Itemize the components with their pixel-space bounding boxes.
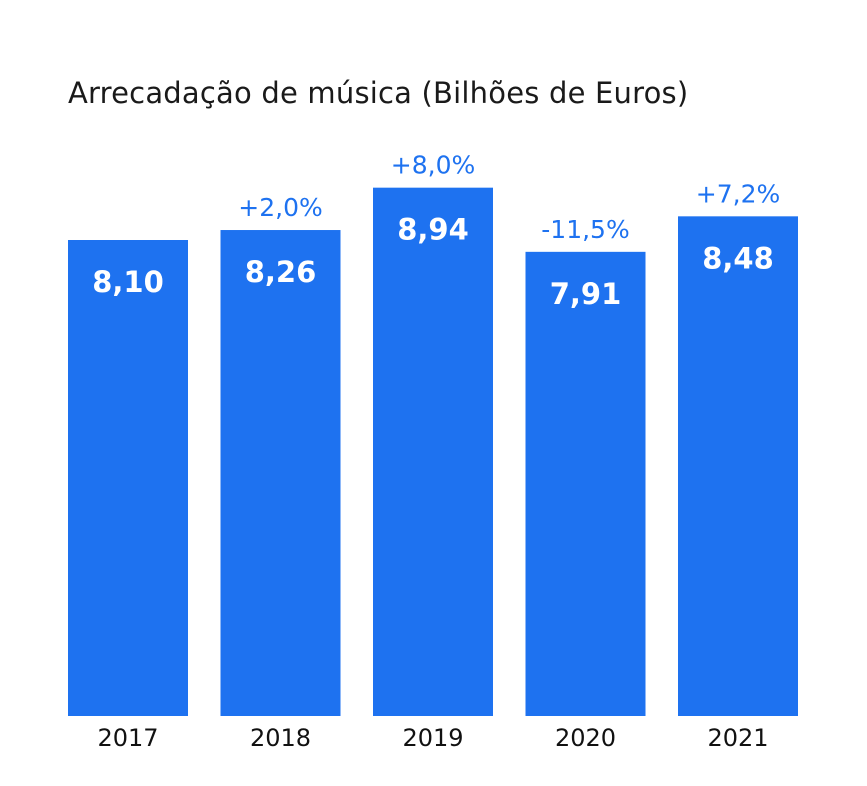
bar-2019 xyxy=(373,187,493,717)
x-tick-label-2019: 2019 xyxy=(402,724,463,752)
bar-2021 xyxy=(678,216,798,717)
change-label-2019: +8,0% xyxy=(391,151,475,180)
x-tick-label-2017: 2017 xyxy=(97,724,158,752)
change-label-2018: +2,0% xyxy=(238,193,322,222)
bars-group xyxy=(68,187,798,717)
bar-2017 xyxy=(68,240,188,716)
change-label-2020: -11,5% xyxy=(541,215,629,244)
value-labels-group: 8,10 8,26 8,94 7,91 8,48 xyxy=(92,213,774,311)
value-label-2019: 8,94 xyxy=(397,213,469,247)
value-label-2017: 8,10 xyxy=(92,265,164,299)
value-label-2020: 7,91 xyxy=(550,277,622,311)
bar-2018 xyxy=(220,230,341,717)
x-tick-label-2020: 2020 xyxy=(555,724,616,752)
year-labels-group: 2017 2018 2019 2020 2021 xyxy=(97,724,768,752)
value-label-2018: 8,26 xyxy=(245,255,317,289)
bar-2020 xyxy=(525,251,646,716)
value-label-2021: 8,48 xyxy=(702,241,774,275)
x-tick-label-2018: 2018 xyxy=(250,724,311,752)
change-labels-group: +2,0% +8,0% -11,5% +7,2% xyxy=(238,151,780,244)
x-tick-label-2021: 2021 xyxy=(707,724,768,752)
chart-title: Arrecadação de música (Bilhões de Euros) xyxy=(68,76,689,110)
change-label-2021: +7,2% xyxy=(696,179,780,208)
